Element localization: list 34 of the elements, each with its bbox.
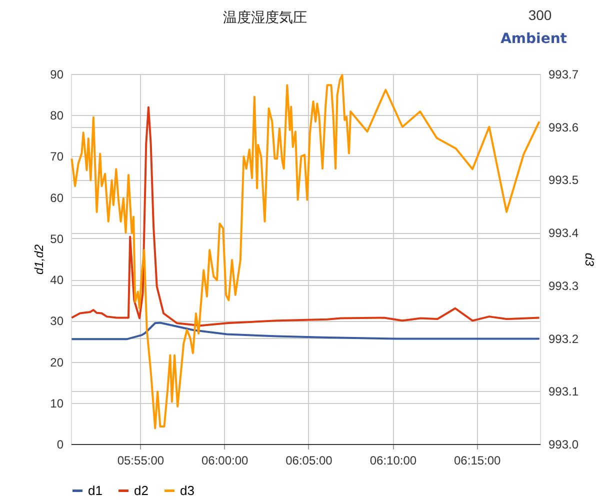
y-tick-label: 40	[50, 273, 64, 288]
y2-tick-label: 993.2	[548, 332, 579, 346]
line-series	[70, 74, 540, 430]
y2-tick-label: 993.6	[548, 120, 579, 134]
y2-axis-title: d3	[582, 252, 597, 266]
x-tick-label: 06:00:00	[201, 454, 249, 468]
y2-tick-label: 993.0	[548, 438, 579, 452]
chart-subtitle: Ambient	[500, 31, 568, 47]
y-tick-label: 80	[50, 108, 64, 123]
y-tick-label: 20	[50, 355, 64, 370]
y-tick-label: 50	[50, 232, 64, 246]
y2-tick-label: 993.1	[548, 384, 579, 399]
y-tick-label: 0	[56, 438, 64, 452]
line-series	[70, 322, 540, 340]
y-tick-label: 60	[50, 190, 64, 205]
y2-tick-label: 993.3	[548, 278, 579, 293]
y-tick-label: 70	[50, 150, 64, 164]
x-tick-label: 06:15:00	[454, 454, 502, 468]
x-tick-label: 05:55:00	[117, 454, 164, 468]
y-tick-label: 30	[50, 314, 64, 328]
x-tick-label: 06:10:00	[370, 454, 417, 468]
line-series	[70, 106, 540, 327]
legend-label: d1	[88, 482, 102, 498]
y2-tick-label: 993.5	[548, 173, 579, 188]
y-tick-label: 90	[50, 68, 64, 82]
legend-label: d2	[134, 482, 148, 498]
legend-label: d3	[180, 482, 194, 498]
y2-tick-label: 993.7	[548, 68, 579, 82]
text: 300	[528, 7, 552, 23]
y2-tick-label: 993.4	[548, 226, 579, 240]
x-tick-label: 06:05:00	[286, 454, 333, 468]
y-axis-title: d1,d2	[32, 244, 46, 275]
y-tick-label: 10	[50, 396, 64, 410]
chart-title: 温度湿度気圧	[223, 9, 307, 25]
